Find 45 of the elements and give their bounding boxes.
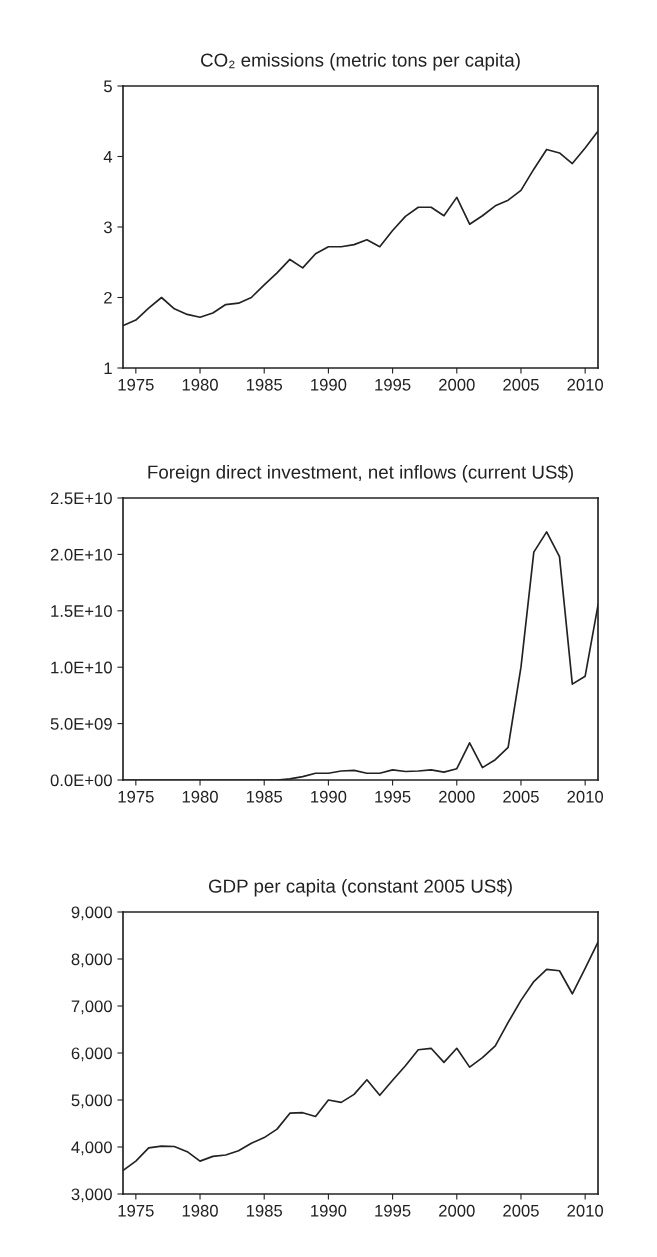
x-tick-label: 2000 (439, 790, 475, 803)
x-tick-label: 1995 (375, 790, 411, 803)
y-tick-label: 5.0E+09 (50, 718, 112, 730)
chart-title: CO₂ emissions (metric tons per capita) (201, 52, 520, 71)
y-tick-label: 1.0E+10 (51, 661, 112, 674)
x-tick-label: 1975 (118, 378, 154, 391)
x-tick-label: 1975 (118, 1204, 154, 1217)
chart-title: GDP per capita (constant 2005 US$) (208, 878, 512, 897)
chart-title: Foreign direct investment, net inflows (current US$) (148, 464, 573, 483)
x-tick-label: 2005 (503, 790, 539, 803)
y-tick-label: 3,000 (71, 1188, 112, 1203)
x-tick-label: 2000 (439, 1204, 475, 1217)
x-tick-label: 1985 (246, 790, 283, 803)
x-tick-label: 1980 (182, 378, 218, 391)
y-tick-label: 3 (103, 221, 112, 234)
x-tick-label: 2010 (567, 378, 604, 391)
y-tick-label: 6,000 (71, 1047, 112, 1062)
x-tick-label: 1985 (246, 1204, 283, 1217)
y-tick-label: 4 (103, 151, 113, 163)
y-tick-label: 1 (104, 362, 112, 375)
y-tick-label: 8,000 (71, 953, 112, 968)
x-tick-label: 2010 (567, 1204, 604, 1217)
x-tick-label: 2005 (503, 1204, 539, 1217)
x-tick-label: 1975 (118, 790, 154, 803)
x-tick-label: 1990 (311, 378, 347, 391)
y-tick-label: 9,000 (71, 906, 112, 921)
x-tick-label: 1980 (182, 1204, 218, 1217)
x-tick-label: 1985 (246, 378, 283, 391)
y-tick-label: 0.0E+00 (50, 774, 112, 787)
y-tick-label: 7,000 (71, 1000, 112, 1015)
x-tick-label: 1990 (311, 1204, 347, 1217)
x-tick-label: 1980 (182, 790, 218, 803)
y-tick-label: 4,000 (71, 1141, 112, 1156)
x-tick-label: 1995 (375, 378, 411, 391)
y-tick-label: 5,000 (71, 1094, 112, 1109)
x-tick-label: 1995 (375, 1204, 411, 1217)
x-tick-label: 2000 (439, 378, 475, 391)
y-tick-label: 2.0E+10 (50, 548, 112, 561)
x-tick-label: 2005 (503, 378, 539, 391)
y-tick-label: 5 (103, 80, 112, 93)
y-tick-label: 2 (104, 291, 112, 304)
x-tick-label: 1990 (311, 790, 347, 803)
x-tick-label: 2010 (567, 790, 604, 803)
y-tick-label: 2.5E+10 (50, 492, 112, 505)
y-tick-label: 1.5E+10 (51, 605, 112, 617)
